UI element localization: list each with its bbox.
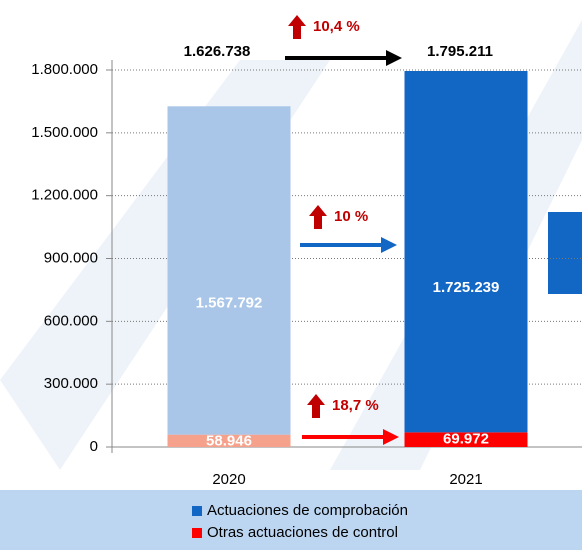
x-tick-label: 2020 [212, 471, 245, 488]
legend-swatch [192, 528, 202, 538]
value-label: 69.972 [443, 430, 489, 447]
bar-segment [404, 71, 528, 433]
y-tick-label: 1.500.000 [31, 124, 98, 141]
bar-segment [167, 106, 291, 435]
x-tick-label: 2021 [449, 471, 482, 488]
value-label: 1.725.239 [433, 279, 500, 296]
up-arrow [309, 205, 327, 229]
legend-band [0, 490, 582, 550]
arrow-head [381, 237, 397, 253]
bar-segment [167, 434, 291, 447]
value-label: 1.567.792 [196, 294, 263, 311]
annotation: 18,7 % [332, 397, 379, 414]
side-block [548, 212, 582, 294]
total-label: 1.626.738 [184, 43, 251, 60]
y-tick-label: 1.800.000 [31, 61, 98, 78]
legend-swatch [192, 506, 202, 516]
annotation: 10 % [334, 208, 368, 225]
total-label: 1.795.211 [427, 43, 493, 60]
y-tick-label: 900.000 [44, 249, 98, 266]
up-arrow [288, 15, 306, 39]
arrow-head [386, 50, 402, 66]
up-arrow [307, 394, 325, 418]
y-tick-label: 0 [90, 438, 98, 455]
legend-label: Otras actuaciones de control [207, 524, 398, 541]
y-tick-label: 300.000 [44, 375, 98, 392]
y-tick-label: 1.200.000 [31, 187, 98, 204]
arrow-head [383, 429, 399, 445]
legend-label: Actuaciones de comprobación [207, 502, 408, 519]
bar-segment [404, 432, 528, 447]
annotation: 10,4 % [313, 18, 360, 35]
value-label: 58.946 [206, 433, 252, 450]
y-tick-label: 600.000 [44, 312, 98, 329]
